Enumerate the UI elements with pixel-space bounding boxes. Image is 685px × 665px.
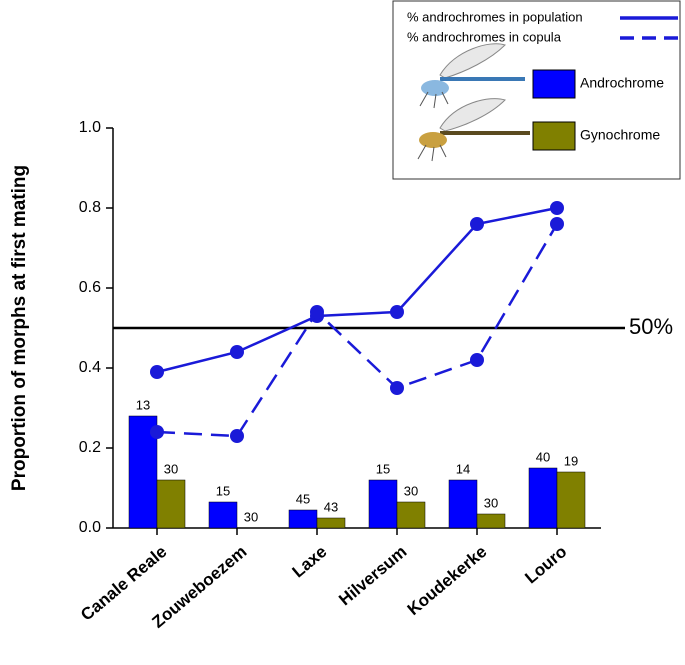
dragonfly-androchrome [419, 43, 525, 109]
bar [288, 509, 318, 529]
x-tick-label: Louro [521, 542, 570, 588]
marker [390, 381, 404, 395]
bar [368, 479, 398, 529]
bar [528, 467, 558, 529]
bar [208, 501, 238, 529]
y-tick-label: 1.0 [79, 119, 101, 136]
x-tick-label: Hilversum [335, 542, 410, 609]
sample-size-label: 30 [404, 483, 418, 498]
sample-size-label: 13 [136, 397, 150, 412]
marker [150, 365, 164, 379]
sample-size-label: 40 [536, 449, 550, 464]
bar [396, 501, 426, 529]
y-tick-label: 0.6 [79, 279, 101, 296]
marker [470, 353, 484, 367]
legend-swatch [532, 69, 576, 99]
y-tick-label: 0.2 [79, 439, 101, 456]
x-tick-label: Koudekerke [404, 542, 491, 619]
sample-size-label: 15 [216, 483, 230, 498]
marker [470, 217, 484, 231]
sample-size-label: 15 [376, 461, 390, 476]
x-tick-label: Laxe [289, 542, 331, 581]
sample-size-label: 30 [244, 509, 258, 524]
line [156, 223, 559, 438]
y-tick-label: 0.8 [79, 199, 101, 216]
y-tick-label: 0.0 [79, 519, 101, 536]
reference-label: 50% [629, 314, 673, 339]
legend-label: % androchromes in copula [407, 29, 562, 44]
bar [156, 479, 186, 529]
marker [230, 345, 244, 359]
y-tick-label: 0.4 [79, 359, 101, 376]
legend-label: Gynochrome [580, 127, 660, 143]
marker [390, 305, 404, 319]
sample-size-label: 45 [296, 491, 310, 506]
legend-swatch [532, 121, 576, 151]
y-axis-label: Proportion of morphs at first mating [9, 165, 30, 491]
marker [550, 217, 564, 231]
line [156, 206, 558, 374]
legend-label: Androchrome [580, 75, 664, 91]
marker [310, 305, 324, 319]
bar [556, 471, 586, 529]
sample-size-label: 19 [564, 453, 578, 468]
bar [476, 513, 506, 529]
marker [230, 429, 244, 443]
sample-size-label: 14 [456, 461, 470, 476]
bar [316, 517, 346, 529]
sample-size-label: 43 [324, 499, 338, 514]
marker [150, 425, 164, 439]
bar [448, 479, 478, 529]
dragonfly-gynochrome [417, 98, 530, 162]
sample-size-label: 30 [484, 495, 498, 510]
sample-size-label: 30 [164, 461, 178, 476]
legend-label: % androchromes in population [407, 9, 583, 24]
marker [550, 201, 564, 215]
